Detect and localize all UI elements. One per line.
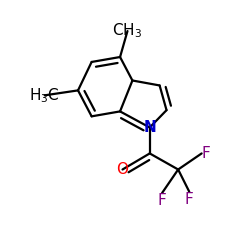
Text: CH$_3$: CH$_3$ xyxy=(112,22,142,40)
Text: H$_3$C: H$_3$C xyxy=(29,86,60,105)
Text: O: O xyxy=(116,162,128,177)
Text: F: F xyxy=(185,192,194,207)
Text: F: F xyxy=(158,193,166,208)
Text: F: F xyxy=(202,146,210,161)
Text: N: N xyxy=(143,120,156,135)
